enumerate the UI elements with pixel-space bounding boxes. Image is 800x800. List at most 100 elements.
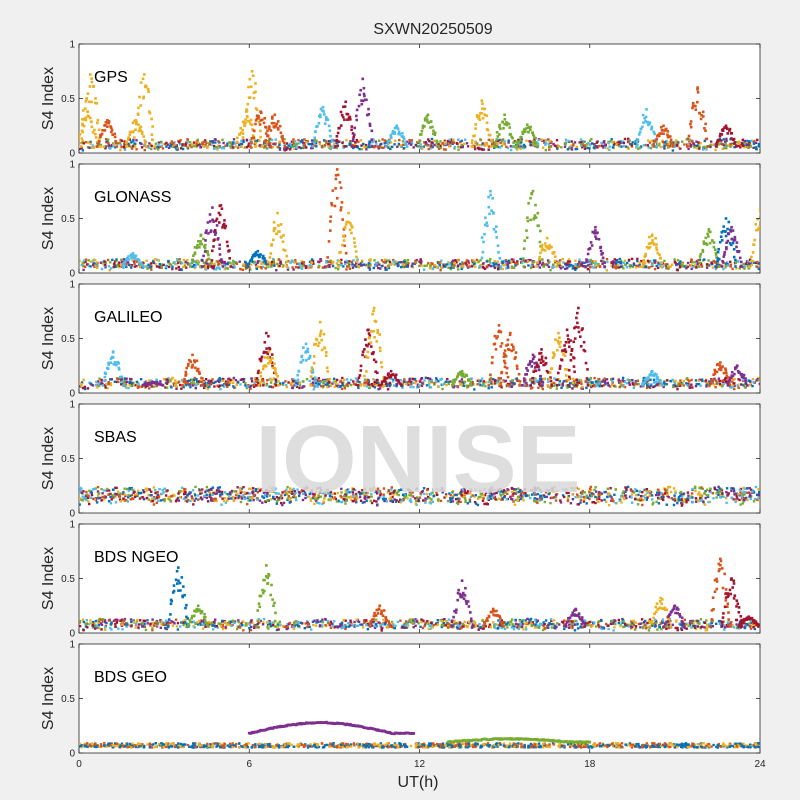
spike-point bbox=[341, 218, 344, 221]
data-point bbox=[591, 142, 594, 145]
data-point bbox=[421, 146, 424, 149]
spike-point bbox=[379, 349, 382, 353]
data-point bbox=[204, 139, 207, 142]
spike-point bbox=[340, 113, 344, 117]
spike-point bbox=[405, 145, 409, 148]
data-point bbox=[400, 261, 403, 264]
data-point bbox=[377, 388, 380, 391]
data-point bbox=[354, 383, 357, 386]
data-point bbox=[592, 383, 596, 387]
spike-point bbox=[270, 244, 273, 247]
spike-point bbox=[397, 381, 401, 384]
spike-point bbox=[650, 125, 654, 129]
data-point bbox=[256, 382, 260, 385]
data-point bbox=[384, 141, 388, 144]
data-point bbox=[476, 379, 480, 382]
spike-point bbox=[423, 119, 427, 122]
data-point bbox=[655, 264, 658, 268]
spike-point bbox=[250, 258, 254, 261]
data-point bbox=[145, 265, 148, 268]
data-point bbox=[474, 147, 477, 151]
spike-point bbox=[218, 253, 222, 256]
spike-point bbox=[110, 130, 113, 134]
spike-point bbox=[202, 254, 205, 258]
spike-point bbox=[597, 237, 601, 241]
data-point bbox=[229, 380, 232, 384]
spike-point bbox=[728, 129, 731, 132]
data-point bbox=[678, 262, 681, 265]
spike-point bbox=[704, 236, 708, 240]
data-point bbox=[637, 147, 640, 151]
data-point bbox=[113, 260, 117, 263]
spike-point bbox=[359, 88, 362, 92]
data-point bbox=[518, 382, 521, 386]
data-point bbox=[278, 264, 281, 268]
data-point bbox=[465, 259, 469, 262]
data-point bbox=[209, 263, 212, 266]
data-point bbox=[410, 383, 413, 386]
spike-point bbox=[260, 145, 264, 148]
data-point bbox=[431, 141, 434, 144]
data-point bbox=[204, 268, 208, 271]
spike-point bbox=[423, 125, 426, 128]
data-point bbox=[666, 267, 670, 270]
data-point bbox=[425, 264, 428, 267]
spike-point bbox=[753, 238, 756, 242]
data-point bbox=[401, 386, 404, 390]
spike-point bbox=[364, 338, 367, 341]
spike-point bbox=[389, 375, 392, 379]
data-point bbox=[636, 264, 639, 267]
spike-point bbox=[718, 135, 722, 138]
spike-point bbox=[254, 90, 257, 94]
data-point bbox=[460, 143, 463, 147]
data-point bbox=[502, 143, 505, 146]
data-point bbox=[167, 260, 170, 263]
spike-point bbox=[258, 255, 262, 258]
data-point bbox=[695, 140, 698, 143]
data-point bbox=[686, 261, 690, 265]
spike-point bbox=[249, 118, 253, 122]
data-point bbox=[495, 381, 499, 384]
spike-point bbox=[567, 378, 570, 382]
spike-point bbox=[492, 228, 496, 231]
data-point bbox=[335, 378, 339, 382]
data-point bbox=[654, 493, 658, 497]
data-point bbox=[550, 382, 553, 386]
data-point bbox=[499, 381, 502, 384]
spike-point bbox=[433, 133, 437, 136]
spike-point bbox=[203, 246, 207, 250]
data-point bbox=[209, 142, 213, 146]
data-point bbox=[209, 383, 212, 386]
data-point bbox=[365, 143, 368, 147]
data-point bbox=[517, 142, 521, 145]
data-point bbox=[550, 140, 553, 144]
data-point bbox=[130, 378, 133, 381]
data-point bbox=[574, 382, 577, 386]
data-point bbox=[367, 383, 371, 386]
data-point bbox=[247, 144, 250, 148]
data-point bbox=[662, 385, 665, 389]
spike-point bbox=[701, 248, 705, 252]
data-point bbox=[104, 147, 107, 150]
spike-point bbox=[586, 384, 590, 387]
data-point bbox=[737, 386, 740, 389]
spike-point bbox=[308, 354, 312, 358]
data-point bbox=[345, 259, 348, 263]
data-point bbox=[688, 385, 692, 389]
data-point bbox=[487, 138, 490, 142]
data-point bbox=[419, 378, 423, 381]
spike-point bbox=[638, 130, 642, 134]
spike-point bbox=[476, 115, 479, 118]
data-point bbox=[148, 387, 151, 390]
data-point bbox=[312, 262, 315, 265]
data-point bbox=[493, 266, 497, 269]
spike-point bbox=[547, 371, 550, 374]
spike-point bbox=[246, 115, 249, 119]
spike-point bbox=[470, 139, 474, 142]
data-point bbox=[457, 264, 460, 267]
data-point bbox=[663, 144, 666, 147]
data-point bbox=[637, 382, 640, 386]
data-point bbox=[452, 141, 455, 145]
data-point bbox=[167, 377, 170, 380]
data-point bbox=[677, 381, 680, 385]
